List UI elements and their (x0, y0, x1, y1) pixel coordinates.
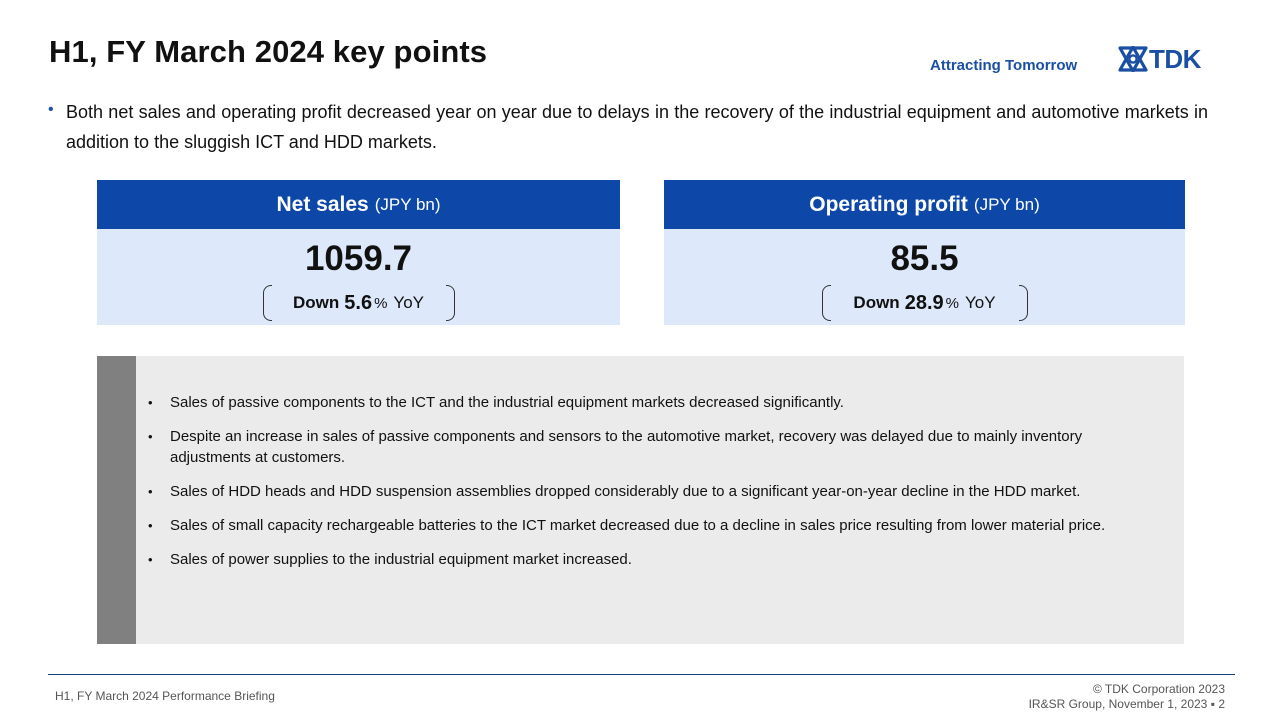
list-item: • Despite an increase in sales of passiv… (148, 426, 1160, 468)
list-item-text: Despite an increase in sales of passive … (170, 428, 1083, 466)
change-direction: Down (292, 293, 340, 312)
right-bracket (1018, 285, 1028, 321)
footer-info: © TDK Corporation 2023 IR&SR Group, Nove… (1029, 682, 1225, 712)
bullet-icon: • (148, 429, 153, 444)
list-item-text: Sales of small capacity rechargeable bat… (170, 517, 1106, 534)
details-list: • Sales of passive components to the ICT… (148, 392, 1160, 583)
operating-profit-header: Operating profit (JPY bn) (664, 180, 1185, 229)
change-unit: % (374, 294, 388, 312)
footer-divider (48, 674, 1235, 675)
change-value: 28.9 (904, 291, 944, 314)
list-item: • Sales of HDD heads and HDD suspension … (148, 481, 1160, 502)
list-item: • Sales of small capacity rechargeable b… (148, 515, 1160, 536)
bullet-icon: • (148, 484, 153, 499)
summary-bullet: • Both net sales and operating profit de… (48, 97, 1208, 157)
change-value: 5.6 (344, 291, 373, 314)
change-suffix: YoY (964, 293, 996, 312)
change-direction: Down (853, 293, 900, 312)
kpi-title: Operating profit (809, 192, 968, 216)
net-sales-change: Down 5.6 % YoY (262, 285, 455, 321)
kpi-unit: (JPY bn) (973, 194, 1040, 214)
footer-separator-icon: ▪ (1210, 697, 1215, 711)
left-bracket (821, 285, 831, 321)
bullet-icon: • (48, 101, 54, 118)
change-unit: % (945, 294, 959, 312)
bullet-icon: • (148, 518, 153, 533)
page-number: 2 (1218, 697, 1225, 711)
panel-accent-bar (97, 356, 136, 644)
page-title: H1, FY March 2024 key points (49, 34, 488, 69)
net-sales-header: Net sales (JPY bn) (97, 180, 620, 229)
list-item-text: Sales of passive components to the ICT a… (170, 394, 844, 411)
kpi-title: Net sales (276, 192, 369, 216)
bullet-icon: • (148, 395, 153, 410)
footer-copyright: © TDK Corporation 2023 (1092, 682, 1225, 696)
list-item: • Sales of passive components to the ICT… (148, 392, 1160, 413)
net-sales-value: 1059.7 (304, 239, 413, 278)
details-panel: • Sales of passive components to the ICT… (97, 356, 1184, 644)
list-item: • Sales of power supplies to the industr… (148, 549, 1160, 570)
footer-group-date: IR&SR Group, November 1, 2023 (1028, 697, 1208, 711)
bullet-icon: • (148, 552, 153, 567)
footer-presentation-title: H1, FY March 2024 Performance Briefing (55, 689, 275, 703)
operating-profit-card: Operating profit (JPY bn) 85.5 Down 28.9… (664, 180, 1185, 325)
list-item-text: Sales of power supplies to the industria… (170, 551, 632, 568)
operating-profit-value: 85.5 (890, 239, 959, 278)
kpi-unit: (JPY bn) (374, 194, 441, 214)
footer-group-line: IR&SR Group, November 1, 2023 ▪ 2 (1029, 697, 1225, 712)
summary-text: Both net sales and operating profit decr… (66, 102, 1208, 152)
tdk-logo: TDK (1118, 46, 1201, 72)
tdk-logo-mark-icon (1118, 46, 1148, 72)
list-item-text: Sales of HDD heads and HDD suspension as… (170, 483, 1081, 500)
net-sales-card: Net sales (JPY bn) 1059.7 Down 5.6 % YoY (97, 180, 620, 325)
change-suffix: YoY (393, 293, 424, 312)
brand-tagline: Attracting Tomorrow (930, 57, 1078, 74)
left-bracket (262, 285, 272, 321)
operating-profit-change: Down 28.9 % YoY (821, 285, 1028, 321)
right-bracket (445, 285, 455, 321)
logo-wordmark: TDK (1149, 44, 1201, 74)
